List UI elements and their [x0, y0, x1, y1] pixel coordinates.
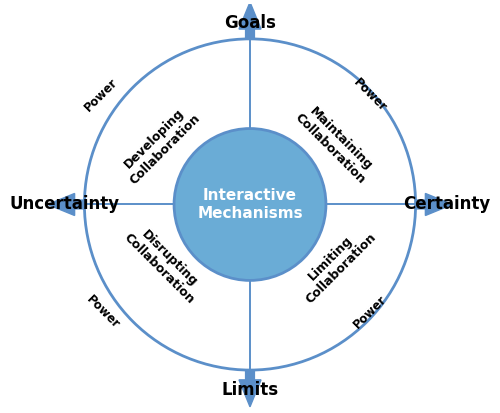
Text: Limiting
Collaboration: Limiting Collaboration [292, 220, 379, 306]
FancyArrow shape [48, 193, 84, 216]
Text: Developing
Collaboration: Developing Collaboration [116, 101, 202, 187]
Text: Maintaining
Collaboration: Maintaining Collaboration [292, 101, 379, 187]
Text: Power: Power [351, 292, 390, 331]
FancyArrow shape [416, 193, 453, 216]
FancyArrow shape [239, 370, 261, 407]
Text: Power: Power [351, 76, 390, 114]
Text: Disrupting
Collaboration: Disrupting Collaboration [121, 220, 208, 306]
Circle shape [174, 128, 326, 280]
Text: Uncertainty: Uncertainty [10, 195, 120, 214]
Text: Goals: Goals [224, 14, 276, 32]
Text: Power: Power [82, 76, 120, 114]
Text: Power: Power [84, 292, 122, 331]
FancyArrow shape [239, 2, 261, 39]
Text: Interactive
Mechanisms: Interactive Mechanisms [197, 188, 303, 221]
Text: Limits: Limits [222, 381, 278, 399]
Circle shape [84, 39, 415, 370]
Text: Certainty: Certainty [403, 195, 490, 214]
